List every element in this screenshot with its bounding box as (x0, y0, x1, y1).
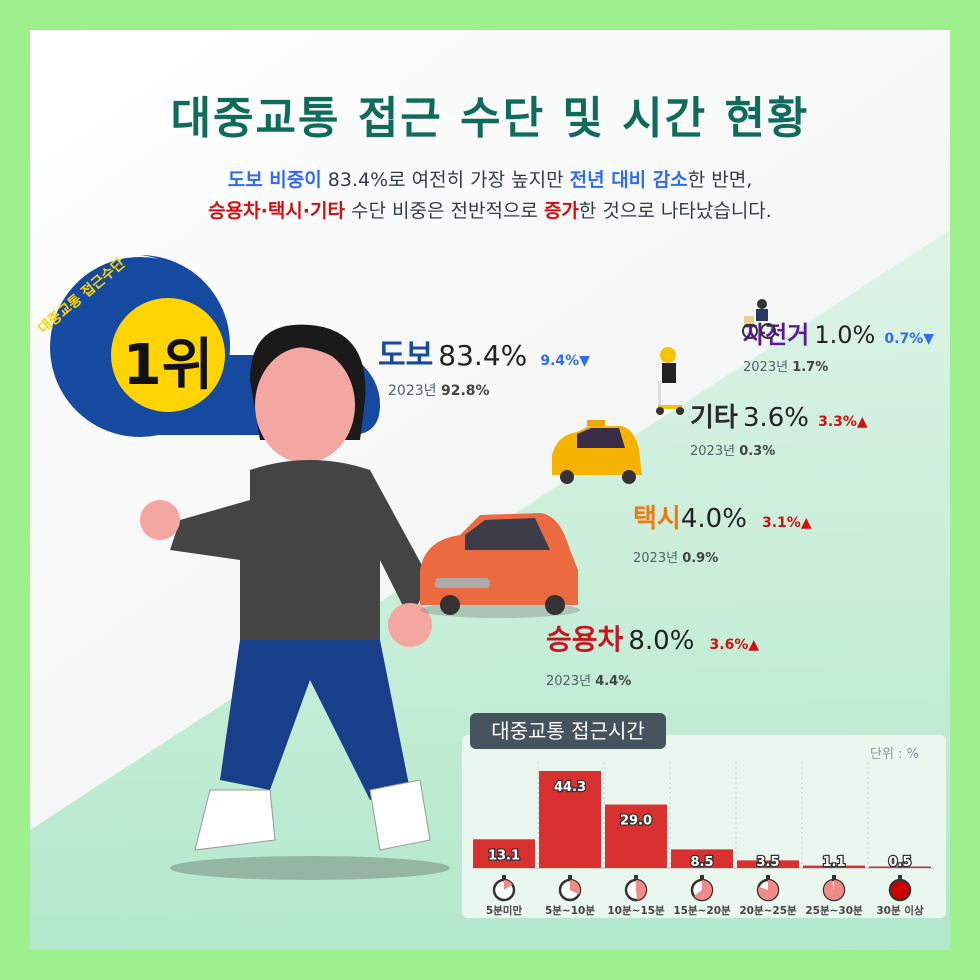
prev-value: 4.4% (595, 674, 632, 689)
stopwatch-fill (891, 881, 909, 899)
subtitle-segment: 한 반면, (687, 169, 753, 191)
bar (671, 849, 733, 868)
increase-arrow-icon: ▲ (800, 515, 812, 531)
prev-label: 2023년 (690, 444, 736, 459)
bar-chart-plot: 13.1 5분미만 44.3 5분~10분 29.0 10분~15분 8.5 15분~20분 3… (472, 762, 934, 917)
bar (737, 860, 799, 868)
mode-value: 3.6% (742, 403, 809, 433)
walking-person-illustration (140, 324, 450, 880)
mode-walk: 도보 83.4% 9.4%▼ 2023년 92.8% (378, 330, 590, 400)
x-tick-label: 30분 이상 (876, 904, 924, 917)
stopwatch-fill (694, 880, 712, 900)
subtitle-segment: 승용차·택시·기타 (208, 200, 345, 222)
mode-value: 1.0% (814, 321, 876, 349)
bar-value-label: 1.1 (822, 855, 845, 870)
chart-unit-label: 단위 : % (870, 747, 919, 762)
subtitle-segment: 수단 비중은 전반적으로 (344, 200, 544, 222)
prev-value: 0.3% (739, 444, 776, 459)
mode-change: 3.6% (709, 637, 749, 653)
page-title: 대중교통 접근 수단 및 시간 현황 (170, 93, 810, 144)
mode-value: 83.4% (438, 339, 528, 372)
increase-arrow-icon: ▲ (748, 637, 760, 653)
subtitle-segment: 한 것으로 나타났습니다. (578, 200, 772, 222)
bar-value-label: 44.3 (554, 780, 586, 795)
chart-title: 대중교통 접근시간 (470, 713, 666, 749)
x-tick-label: 5분미만 (486, 904, 523, 917)
x-tick-label: 5분~10분 (545, 904, 595, 917)
mode-change: 3.1% (762, 515, 801, 531)
stopwatch-fill (824, 880, 844, 900)
decrease-arrow-icon: ▼ (923, 331, 935, 347)
x-tick-label: 10분~15분 (607, 904, 665, 917)
prev-label: 2023년 (743, 360, 789, 375)
bar-value-label: 3.5 (756, 855, 779, 870)
subtitle-segment: 83.4%로 여전히 가장 높지만 (321, 169, 570, 191)
car-illustration (420, 513, 580, 618)
mode-change: 0.7% (884, 331, 924, 347)
bar (869, 866, 931, 868)
bar-value-label: 29.0 (620, 814, 652, 829)
decrease-arrow-icon: ▼ (579, 353, 590, 369)
prev-label: 2023년 (388, 383, 437, 399)
prev-value: 1.7% (792, 360, 829, 375)
stopwatch-icon (898, 875, 902, 879)
mode-taxi: 택시4.0% 3.1%▲ 2023년 0.9% (633, 498, 812, 566)
stopwatch-icon (502, 875, 506, 879)
stopwatch-fill (504, 880, 513, 890)
mode-name: 승용차 (546, 623, 624, 656)
bar (803, 865, 865, 868)
stopwatch-icon (832, 875, 836, 879)
x-tick-label: 15분~20분 (673, 904, 731, 917)
x-tick-label: 25분~30분 (805, 904, 863, 917)
mode-car: 승용차 8.0% 3.6%▲ 2023년 4.4% (546, 618, 759, 689)
subtitle-segment: 도보 비중이 (227, 169, 322, 191)
stopwatch-icon (766, 875, 770, 879)
infographic-panel: 대중교통 접근 수단 및 시간 현황 도보 비중이 83.4%로 여전히 가장 … (30, 30, 950, 950)
stopwatch-icon (568, 875, 572, 879)
stopwatch-icon (634, 875, 638, 879)
bar-value-label: 8.5 (690, 855, 713, 870)
subtitle-line-2: 승용차·택시·기타 수단 비중은 전반적으로 증가한 것으로 나타났습니다. (30, 196, 950, 223)
taxi-illustration (552, 420, 642, 484)
bar-value-label: 13.1 (488, 848, 520, 863)
bar (539, 771, 601, 868)
increase-arrow-icon: ▲ (856, 414, 868, 430)
mode-change: 3.3% (818, 414, 857, 430)
mode-value: 8.0% (628, 626, 695, 656)
scooter-rider-illustration (656, 347, 684, 415)
prev-label: 2023년 (633, 551, 679, 566)
bicycle-rider-illustration (742, 299, 776, 339)
stopwatch-fill (570, 880, 580, 895)
subtitle-line-1: 도보 비중이 83.4%로 여전히 가장 높지만 전년 대비 감소한 반면, (30, 165, 950, 192)
prev-label: 2023년 (546, 674, 592, 689)
mode-name: 택시 (633, 504, 681, 534)
bar-value-label: 0.5 (888, 855, 911, 870)
mode-other: 기타 3.6% 3.3%▲ 2023년 0.3% (690, 397, 868, 459)
mode-value: 4.0% (680, 504, 747, 534)
prev-value: 0.9% (682, 551, 719, 566)
stopwatch-fill (636, 880, 647, 900)
x-tick-label: 20분~25분 (739, 904, 797, 917)
mode-name: 도보 (378, 338, 434, 373)
subtitle-segment: 증가 (543, 200, 579, 222)
badge-rank: 1위 (122, 333, 214, 398)
mode-name: 기타 (690, 403, 738, 433)
prev-value: 92.8% (440, 383, 490, 399)
mode-change: 9.4% (540, 353, 580, 369)
stopwatch-fill (758, 880, 778, 900)
bar (473, 839, 535, 868)
stopwatch-icon (700, 875, 704, 879)
subtitle-segment: 전년 대비 감소 (569, 169, 688, 191)
bar (605, 804, 667, 868)
